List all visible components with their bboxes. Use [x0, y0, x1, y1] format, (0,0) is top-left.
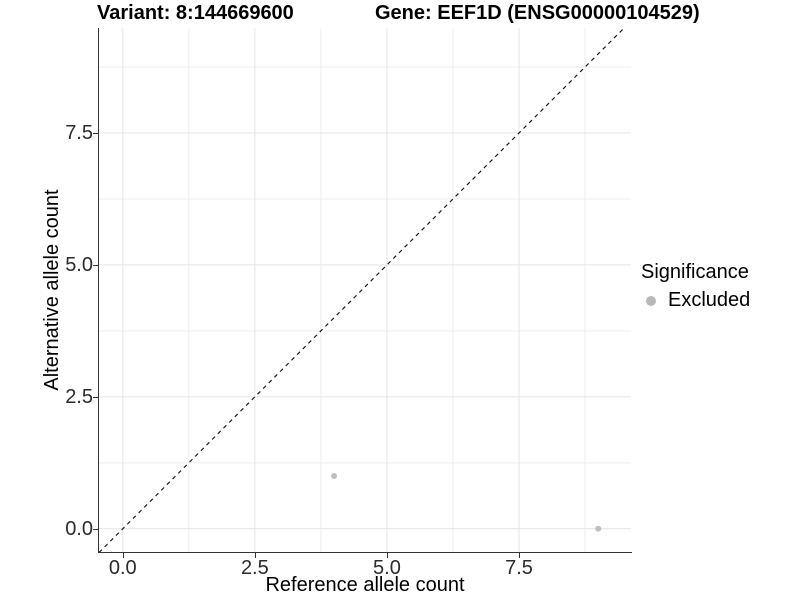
x-tick-mark	[254, 553, 256, 558]
x-tick-mark	[122, 553, 124, 558]
x-tick-mark	[519, 553, 520, 558]
scatter-plot	[99, 28, 631, 552]
y-tick-mark	[93, 133, 98, 134]
x-tick-mark	[386, 553, 388, 558]
plot-title-variant: Variant: 8:144669600	[97, 2, 294, 24]
legend-entry-label: Excluded	[668, 289, 751, 311]
y-tick-label: 2.5	[65, 385, 93, 408]
y-tick-label: 7.5	[65, 122, 93, 144]
legend-title: Significance	[641, 261, 749, 283]
legend-point-icon	[646, 295, 656, 306]
y-axis-title: Alternative allele count	[41, 189, 63, 391]
x-axis-title: Reference allele count	[265, 574, 465, 596]
data-point	[595, 525, 602, 532]
x-tick-label: 7.5	[505, 557, 533, 579]
y-tick-mark	[93, 528, 98, 530]
y-axis-line	[98, 28, 99, 553]
y-tick-mark	[93, 264, 98, 266]
y-tick-label: 0.0	[65, 517, 93, 540]
data-point	[331, 473, 338, 480]
legend-entry-excluded: Excluded	[646, 289, 750, 312]
y-tick-label: 5.0	[65, 253, 93, 276]
x-axis-line	[98, 552, 632, 553]
x-tick-label: 5.0	[373, 557, 401, 579]
x-tick-label: 2.5	[240, 557, 269, 579]
x-tick-label: 0.0	[108, 557, 137, 579]
plot-title-gene: Gene: EEF1D (ENSG00000104529)	[375, 2, 700, 24]
legend: Significance Excluded	[641, 261, 750, 312]
y-tick-mark	[93, 396, 98, 398]
identity-line	[99, 28, 625, 552]
plot-panel	[99, 28, 631, 552]
